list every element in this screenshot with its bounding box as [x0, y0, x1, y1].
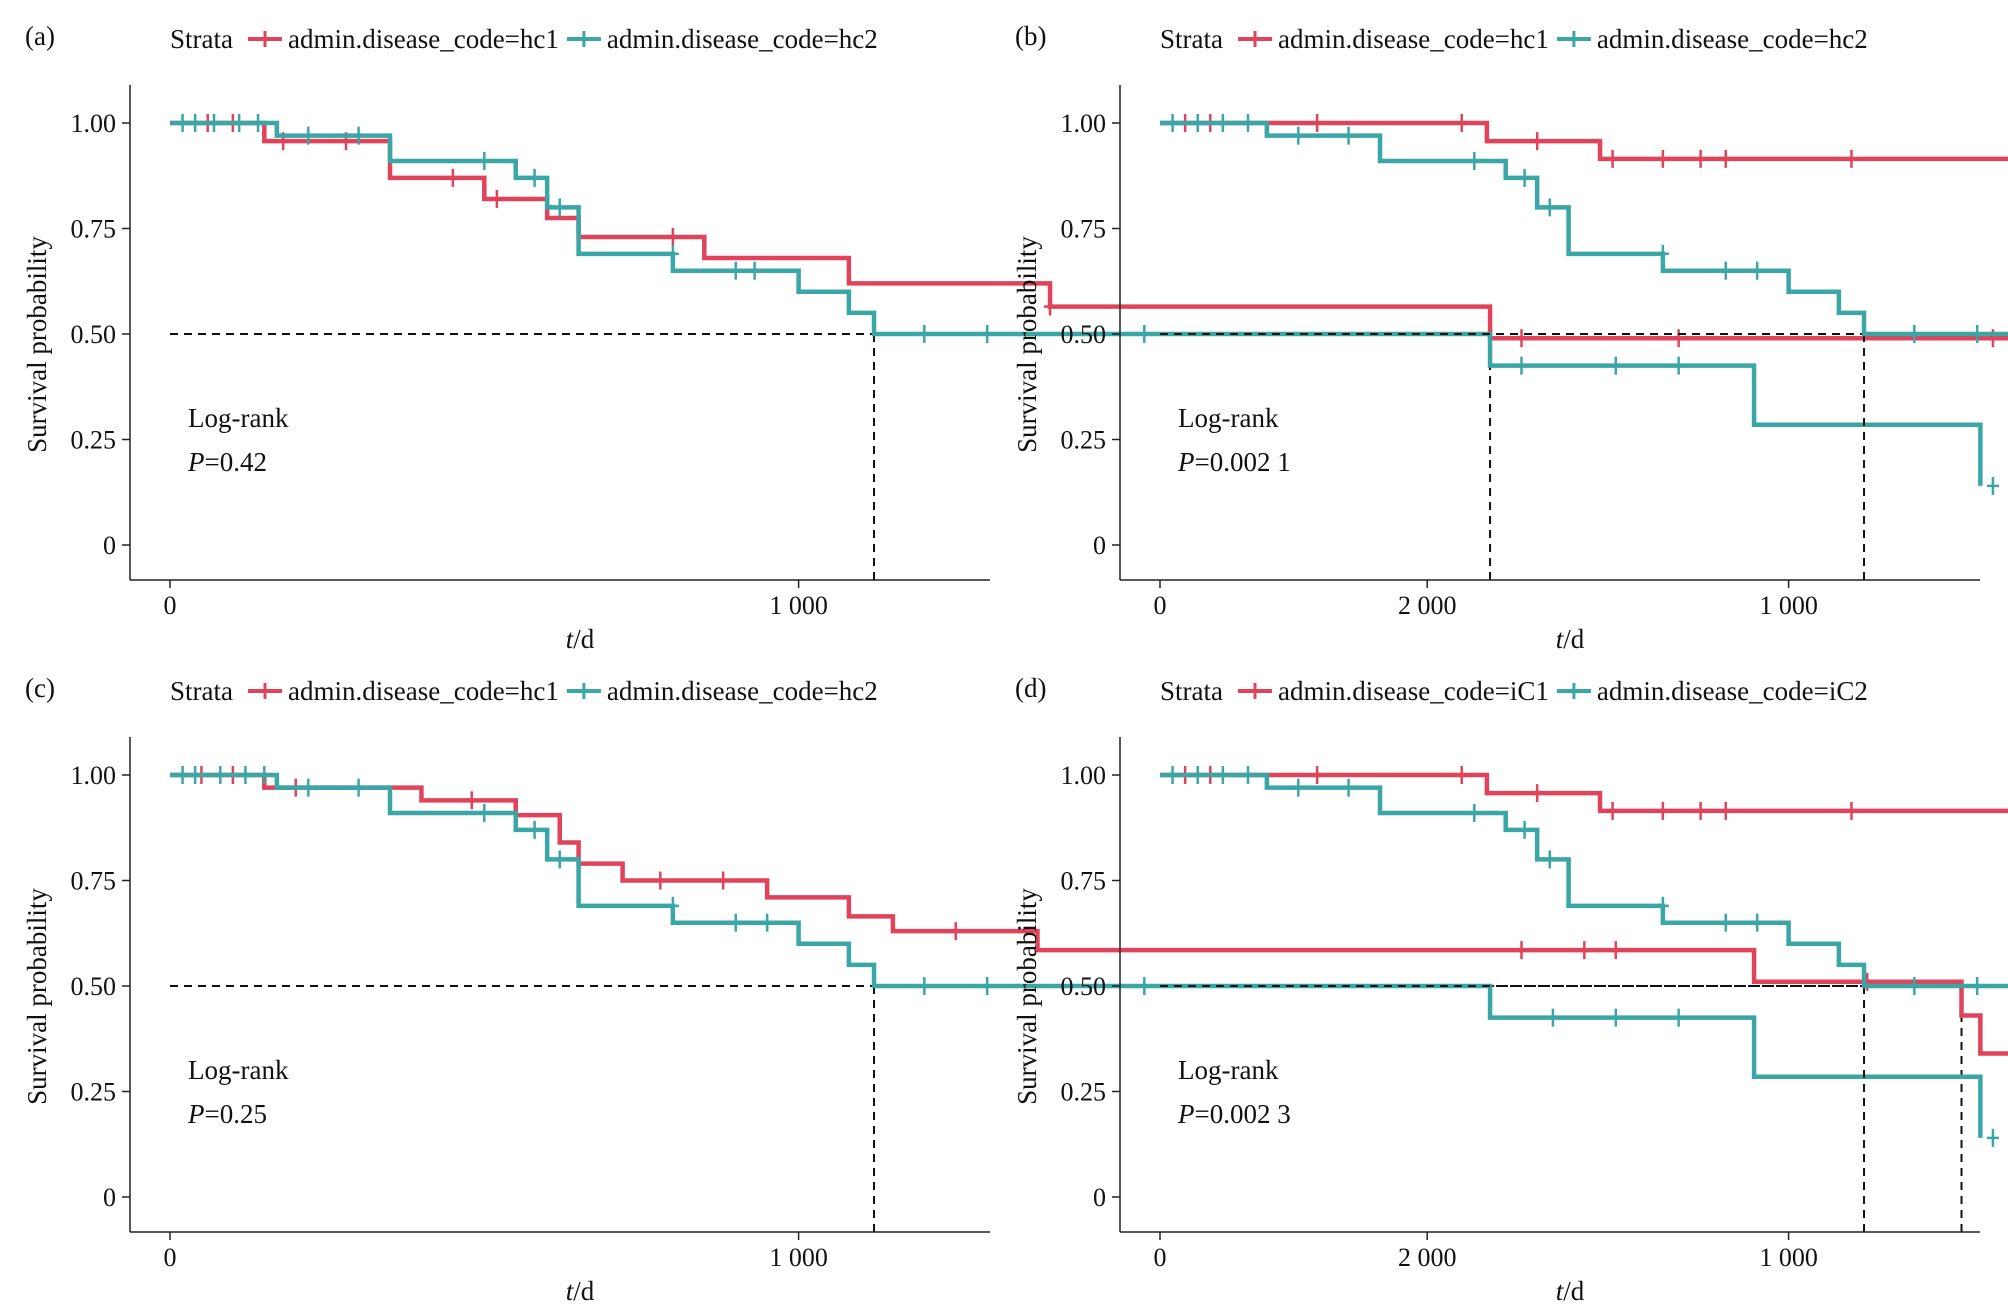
x-tick-label: 1 000	[769, 591, 828, 620]
panel-4: (d) Strata admin.disease_code=iC1 admin.dis…	[1012, 673, 2008, 1306]
legend-title: Strata	[1160, 676, 1223, 706]
y-tick-label: 0.25	[1061, 1078, 1107, 1107]
series-2-curve	[170, 120, 1983, 486]
x-tick-label: 0	[1154, 591, 1167, 620]
panel-label: (c)	[25, 673, 55, 703]
y-axis-label: Survival probability	[22, 888, 52, 1105]
legend-label: admin.disease_code=hc2	[1597, 24, 1868, 54]
legend-entry-1: admin.disease_code=hc1	[248, 676, 559, 706]
x-axis-label-var: t	[566, 624, 575, 654]
logrank-label: Log-rank	[188, 1055, 289, 1085]
logrank-label: Log-rank	[1178, 1055, 1279, 1085]
x-axis-label-var: t	[566, 1276, 575, 1306]
logrank-label: Log-rank	[188, 403, 289, 433]
legend-entry-2: admin.disease_code=hc2	[566, 676, 878, 706]
y-tick-label: 0	[103, 531, 116, 560]
legend-entry-2: admin.disease_code=hc2	[1556, 24, 1868, 54]
y-tick-label: 0.50	[1061, 972, 1107, 1001]
x-axis-label: t/d	[566, 1276, 595, 1306]
panel-3: (c) Strata admin.disease_code=hc1 admin.dis…	[22, 673, 2008, 1306]
legend-label: admin.disease_code=hc1	[1278, 24, 1549, 54]
series-2-curve	[170, 772, 1983, 1138]
panel-label: (b)	[1015, 21, 1046, 51]
x-tick-label: 2 000	[1398, 591, 1457, 620]
p-value-label: P=0.25	[187, 1099, 267, 1129]
legend-entry-2: admin.disease_code=iC2	[1556, 676, 1868, 706]
legend-label: admin.disease_code=hc1	[288, 676, 559, 706]
p-value-symbol: P	[1177, 447, 1195, 477]
legend-label: admin.disease_code=hc1	[288, 24, 559, 54]
p-value-symbol: P	[187, 447, 205, 477]
y-tick-label: 1.00	[1061, 109, 1107, 138]
y-tick-label: 0	[1093, 1183, 1106, 1212]
x-tick-label: 0	[1154, 1243, 1167, 1272]
panel-label: (a)	[25, 21, 55, 51]
legend-title: Strata	[170, 676, 233, 706]
legend-label: admin.disease_code=hc2	[607, 24, 878, 54]
y-axis-label: Survival probability	[1012, 236, 1042, 453]
y-tick-label: 0.75	[71, 867, 117, 896]
y-tick-label: 0	[1093, 531, 1106, 560]
p-value-label: P=0.42	[187, 447, 267, 477]
x-tick-label: 2 000	[1398, 1243, 1457, 1272]
p-value-symbol: P	[187, 1099, 205, 1129]
x-axis-label-unit: /d	[1563, 1276, 1585, 1306]
y-tick-label: 1.00	[1061, 761, 1107, 790]
x-axis-label-unit: /d	[573, 624, 595, 654]
legend-title: Strata	[170, 24, 233, 54]
y-tick-label: 0.25	[71, 1078, 117, 1107]
legend-label: admin.disease_code=iC1	[1278, 676, 1549, 706]
p-value-number: =0.002 1	[1195, 447, 1291, 477]
p-value-number: =0.002 3	[1195, 1099, 1291, 1129]
x-tick-label: 1 000	[1759, 591, 1818, 620]
y-tick-label: 0.75	[71, 215, 117, 244]
panel-2: (b) Strata admin.disease_code=hc1 admin.dis…	[1012, 21, 2008, 654]
panel-label: (d)	[1015, 673, 1046, 703]
y-tick-label: 0.25	[1061, 426, 1107, 455]
p-value-label: P=0.002 1	[1177, 447, 1291, 477]
y-tick-label: 0.75	[1061, 215, 1107, 244]
y-tick-label: 0.50	[71, 972, 117, 1001]
legend-entry-1: admin.disease_code=hc1	[1238, 24, 1549, 54]
logrank-label: Log-rank	[1178, 403, 1279, 433]
y-axis-label: Survival probability	[1012, 888, 1042, 1105]
y-tick-label: 0.75	[1061, 867, 1107, 896]
x-axis-label: t/d	[1556, 624, 1585, 654]
y-tick-label: 1.00	[71, 109, 117, 138]
y-tick-label: 0.50	[1061, 320, 1107, 349]
y-tick-label: 0.25	[71, 426, 117, 455]
x-tick-label: 1 000	[769, 1243, 828, 1272]
x-axis-label-unit: /d	[1563, 624, 1585, 654]
p-value-label: P=0.002 3	[1177, 1099, 1291, 1129]
series-2-curve	[1160, 120, 2008, 337]
x-tick-label: 0	[164, 591, 177, 620]
y-tick-label: 1.00	[71, 761, 117, 790]
y-axis-label: Survival probability	[22, 236, 52, 453]
x-axis-label-var: t	[1556, 624, 1565, 654]
x-axis-label-var: t	[1556, 1276, 1565, 1306]
legend-entry-2: admin.disease_code=hc2	[566, 24, 878, 54]
legend-entry-1: admin.disease_code=hc1	[248, 24, 559, 54]
series-1-curve	[1160, 772, 2008, 814]
legend-title: Strata	[1160, 24, 1223, 54]
p-value-number: =0.25	[205, 1099, 267, 1129]
legend-entry-1: admin.disease_code=iC1	[1238, 676, 1549, 706]
legend-label: admin.disease_code=hc2	[607, 676, 878, 706]
x-axis-label-unit: /d	[573, 1276, 595, 1306]
panel-1: (a) Strata admin.disease_code=hc1 admin.dis…	[22, 21, 2008, 654]
series-1-curve	[170, 772, 2008, 1056]
x-axis-label: t/d	[1556, 1276, 1585, 1306]
x-axis-label: t/d	[566, 624, 595, 654]
x-tick-label: 1 000	[1759, 1243, 1818, 1272]
series-1-curve	[1160, 120, 2008, 162]
series-2-curve	[1160, 772, 2008, 989]
y-tick-label: 0	[103, 1183, 116, 1212]
p-value-symbol: P	[1177, 1099, 1195, 1129]
p-value-number: =0.42	[205, 447, 267, 477]
y-tick-label: 0.50	[71, 320, 117, 349]
x-tick-label: 0	[164, 1243, 177, 1272]
legend-label: admin.disease_code=iC2	[1597, 676, 1868, 706]
